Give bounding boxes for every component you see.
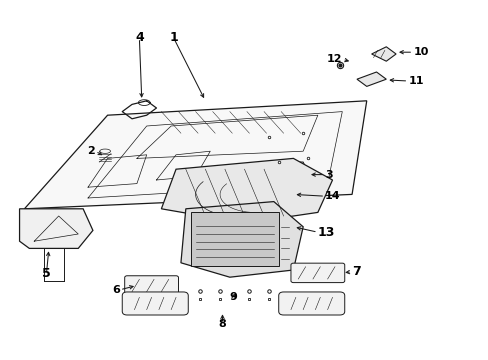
Text: 3: 3 xyxy=(325,170,332,180)
FancyBboxPatch shape xyxy=(290,263,344,283)
Text: 8: 8 xyxy=(218,319,226,329)
Text: 1: 1 xyxy=(169,31,178,44)
Text: 6: 6 xyxy=(112,285,120,295)
Text: 13: 13 xyxy=(317,226,335,239)
Text: 9: 9 xyxy=(229,292,237,302)
Polygon shape xyxy=(356,72,386,86)
Text: 11: 11 xyxy=(407,76,423,86)
Polygon shape xyxy=(24,101,366,209)
Polygon shape xyxy=(161,158,332,223)
Polygon shape xyxy=(290,162,305,171)
Text: 14: 14 xyxy=(325,191,340,201)
FancyBboxPatch shape xyxy=(278,292,344,315)
FancyBboxPatch shape xyxy=(124,276,178,295)
Text: 4: 4 xyxy=(135,31,143,44)
FancyBboxPatch shape xyxy=(122,292,188,315)
Text: 10: 10 xyxy=(412,47,427,57)
Polygon shape xyxy=(181,202,303,277)
Text: 7: 7 xyxy=(351,265,360,278)
Polygon shape xyxy=(20,209,93,248)
Text: 12: 12 xyxy=(326,54,342,64)
Polygon shape xyxy=(371,47,395,61)
FancyBboxPatch shape xyxy=(190,212,278,266)
Text: 5: 5 xyxy=(42,267,51,280)
Text: 2: 2 xyxy=(87,146,95,156)
